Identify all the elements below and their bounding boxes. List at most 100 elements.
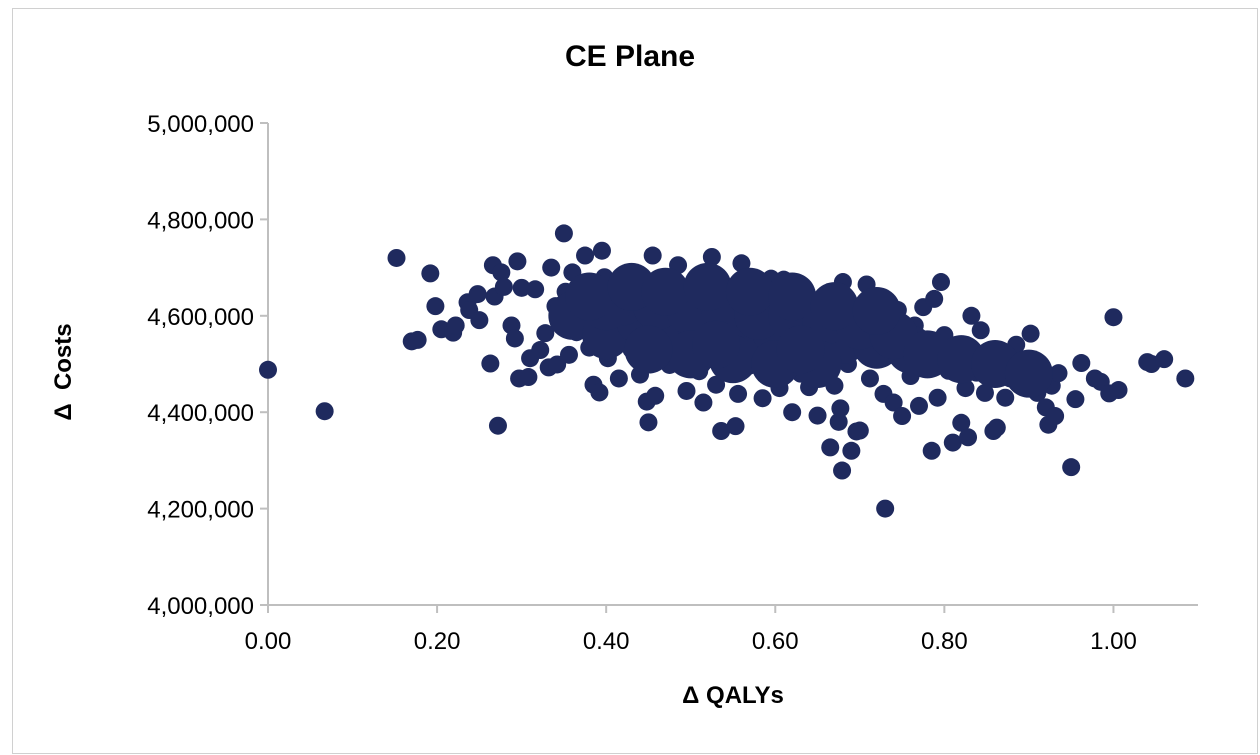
chart-title: CE Plane bbox=[564, 40, 696, 73]
scatter-cluster bbox=[810, 282, 859, 331]
y-tick-label: 4,000,000 bbox=[147, 593, 254, 620]
scatter-point bbox=[1176, 369, 1195, 388]
y-tick-label: 4,400,000 bbox=[147, 400, 254, 427]
scatter-point bbox=[959, 428, 978, 447]
scatter-point bbox=[829, 412, 848, 431]
scatter-point bbox=[512, 278, 531, 297]
scatter-point bbox=[712, 421, 731, 440]
scatter-point bbox=[1062, 458, 1081, 477]
scatter-point bbox=[821, 438, 840, 457]
scatter-point bbox=[831, 399, 850, 418]
scatter-point bbox=[505, 329, 524, 348]
scatter-point bbox=[893, 407, 912, 426]
scatter-point bbox=[842, 441, 861, 460]
scatter-point bbox=[646, 386, 665, 405]
scatter-point bbox=[519, 368, 538, 387]
scatter-point bbox=[884, 393, 903, 412]
y-axis-label: Δ Costs bbox=[50, 323, 77, 421]
scatter-point bbox=[925, 289, 944, 308]
scatter-points bbox=[259, 224, 1195, 518]
x-tick-label: 0.40 bbox=[583, 628, 630, 655]
scatter-point bbox=[808, 406, 827, 425]
scatter-point bbox=[1109, 381, 1128, 400]
scatter-cluster bbox=[624, 325, 673, 374]
scatter-cluster bbox=[776, 325, 825, 374]
scatter-point bbox=[1155, 350, 1174, 369]
scatter-point bbox=[446, 316, 465, 335]
scatter-point bbox=[526, 280, 545, 299]
scatter-cluster bbox=[725, 267, 774, 316]
scatter-point bbox=[971, 321, 990, 340]
scatter-point bbox=[1049, 364, 1068, 383]
scatter-point bbox=[952, 413, 971, 432]
x-axis-label: Δ QALYs bbox=[682, 682, 784, 709]
scatter-point bbox=[542, 258, 561, 277]
scatter-point bbox=[729, 384, 748, 403]
scatter-point bbox=[876, 499, 895, 518]
y-tick-label: 4,600,000 bbox=[147, 304, 254, 331]
scatter-point bbox=[833, 461, 852, 480]
scatter-point bbox=[1072, 354, 1091, 373]
scatter-point bbox=[1066, 390, 1085, 409]
scatter-point bbox=[850, 421, 869, 440]
scatter-cluster bbox=[641, 267, 690, 316]
x-tick-label: 1.00 bbox=[1090, 628, 1137, 655]
x-tick-label: 0.00 bbox=[245, 628, 292, 655]
scatter-point bbox=[1021, 324, 1040, 343]
scatter-point bbox=[996, 388, 1015, 407]
scatter-point bbox=[694, 393, 713, 412]
scatter-point bbox=[470, 311, 489, 330]
scatter-point bbox=[1046, 407, 1065, 426]
scatter-point bbox=[554, 224, 573, 243]
scatter-point bbox=[639, 413, 658, 432]
y-tick-label: 4,200,000 bbox=[147, 497, 254, 524]
scatter-point bbox=[726, 417, 745, 436]
scatter-point bbox=[481, 354, 500, 373]
scatter-point bbox=[677, 381, 696, 400]
scatter-point bbox=[259, 360, 277, 379]
scatter-point bbox=[488, 416, 507, 435]
scatter-point bbox=[426, 297, 445, 316]
scatter-point bbox=[922, 441, 941, 460]
scatter-point bbox=[707, 375, 726, 394]
scatter-point bbox=[468, 285, 487, 304]
scatter-point bbox=[492, 263, 511, 282]
scatter-point bbox=[928, 388, 947, 407]
scatter-point bbox=[956, 379, 975, 398]
scatter-point bbox=[508, 252, 527, 271]
scatter-point bbox=[408, 330, 427, 349]
scatter-point bbox=[421, 264, 440, 283]
scatter-point bbox=[962, 306, 981, 325]
scatter-cluster bbox=[852, 286, 901, 335]
scatter-point bbox=[592, 241, 611, 260]
tick-labels: 4,000,000 4,200,000 4,400,000 4,600,000 4,80… bbox=[147, 111, 1137, 655]
scatter-point bbox=[531, 341, 550, 360]
scatter-cluster bbox=[565, 272, 614, 321]
scatter-point bbox=[494, 277, 513, 296]
scatter-point bbox=[536, 324, 555, 343]
scatter-cluster bbox=[692, 320, 741, 369]
scatter-cluster bbox=[768, 272, 817, 321]
scatter-point bbox=[387, 248, 406, 267]
scatter-point bbox=[975, 383, 994, 402]
scatter-point bbox=[702, 247, 721, 266]
scatter-point bbox=[609, 369, 628, 388]
scatter-point bbox=[860, 369, 879, 388]
scatter-point bbox=[1104, 308, 1123, 327]
y-tick-label: 4,800,000 bbox=[147, 207, 254, 234]
scatter-point bbox=[753, 389, 772, 408]
scatter-point bbox=[732, 254, 751, 273]
scatter-point bbox=[943, 433, 962, 452]
x-tick-label: 0.80 bbox=[921, 628, 968, 655]
scatter-point bbox=[910, 396, 928, 415]
x-tick-label: 0.20 bbox=[414, 628, 461, 655]
x-tick-label: 0.60 bbox=[752, 628, 799, 655]
scatter-cluster bbox=[1004, 349, 1053, 398]
scatter-point bbox=[931, 273, 950, 292]
scatter-point bbox=[987, 418, 1006, 437]
scatter-point bbox=[559, 345, 578, 364]
scatter-point bbox=[315, 402, 334, 421]
y-tick-label: 5,000,000 bbox=[147, 111, 254, 138]
scatter-point bbox=[643, 246, 662, 265]
